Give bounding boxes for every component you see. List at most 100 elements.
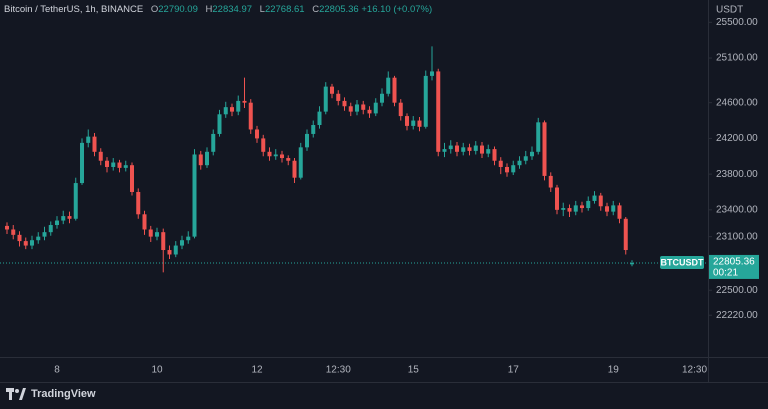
candle-body <box>42 232 47 237</box>
y-tick-label: 25500.00 <box>716 17 758 28</box>
candle-body <box>523 156 528 161</box>
candle-body <box>67 216 72 219</box>
candle-body <box>98 151 103 161</box>
y-tick-label: 22500.00 <box>716 285 758 296</box>
brand-logo <box>6 388 26 400</box>
y-tick-label: 23800.00 <box>716 169 758 180</box>
candle-body <box>392 77 397 103</box>
ohlc-key: C <box>312 4 320 15</box>
candle-body <box>461 147 466 152</box>
candle-body <box>517 160 522 166</box>
candle-body <box>580 205 584 209</box>
brand[interactable]: TradingView <box>6 388 96 400</box>
candle-body <box>255 129 259 139</box>
candle-body <box>398 102 403 117</box>
candle-body <box>317 111 322 126</box>
candle-body <box>236 100 241 112</box>
candle-body <box>486 149 491 154</box>
symbol-title: Bitcoin / TetherUS, 1h, BINANCE <box>4 4 144 15</box>
candle-body <box>430 71 434 76</box>
y-tick-label: 22220.00 <box>716 310 758 321</box>
candle-body <box>230 107 234 112</box>
candle-body <box>142 214 147 230</box>
candle-body <box>267 151 272 157</box>
candle-body <box>148 229 153 237</box>
candle-body <box>111 162 116 167</box>
ohlc-value: 22834.97 <box>212 4 253 15</box>
y-tick-label: 24600.00 <box>716 97 758 108</box>
candle-body <box>386 77 391 94</box>
candle-body <box>192 154 197 237</box>
candle-body <box>373 102 378 114</box>
candle-body <box>80 142 84 184</box>
candle-body <box>505 166 509 173</box>
candle-body <box>280 154 284 159</box>
candle-body <box>548 175 553 188</box>
candle-body <box>248 102 253 130</box>
candle-body <box>223 107 228 115</box>
candle-body <box>411 120 416 126</box>
candle-body <box>592 195 597 201</box>
candle-body <box>598 195 603 207</box>
candle-body <box>292 160 297 178</box>
x-tick-label: 15 <box>408 365 420 376</box>
candle-body <box>342 100 347 107</box>
x-tick-label: 12 <box>251 365 263 376</box>
candle-body <box>36 236 41 241</box>
candle-body <box>511 165 516 173</box>
candle-body <box>161 232 166 251</box>
candle-body <box>423 75 428 127</box>
x-tick-label: 12:30 <box>326 365 351 376</box>
candle-body <box>61 216 66 221</box>
last-price-label: 22805.36 <box>713 257 755 268</box>
candle-body <box>30 240 34 246</box>
candle-body <box>217 114 222 134</box>
symbol-tag-box <box>660 255 704 269</box>
ohlc-key: O <box>150 4 159 15</box>
candle-body <box>117 162 122 168</box>
x-tick-label: 10 <box>151 365 163 376</box>
candle-body <box>355 104 359 112</box>
candle-body <box>198 154 203 166</box>
x-tick-label: 19 <box>608 365 620 376</box>
candle-body <box>417 120 422 127</box>
candle-body <box>530 151 534 157</box>
candle-body <box>473 145 478 151</box>
candle-body <box>86 136 91 143</box>
y-tick-label: 24200.00 <box>716 133 758 144</box>
candle-body <box>586 200 591 209</box>
candle-body <box>23 241 28 246</box>
candle-body <box>480 145 484 154</box>
candle-body <box>442 149 447 152</box>
candle-body <box>130 165 134 192</box>
candle-body <box>311 125 316 134</box>
candle-body <box>361 104 366 110</box>
candle-body <box>298 147 303 178</box>
last-price-box <box>709 254 759 279</box>
ohlc-value: 22805.36 <box>319 4 359 15</box>
candle-body <box>336 93 341 101</box>
ohlc-key: H <box>205 4 213 15</box>
candle-body <box>617 205 622 219</box>
candle-body <box>167 250 172 255</box>
candle-body <box>211 133 216 152</box>
candle-body <box>630 262 634 265</box>
price-axis-unit: USDT <box>716 5 743 16</box>
y-tick-label: 23100.00 <box>716 231 758 242</box>
candle-body <box>173 245 178 255</box>
candle-body <box>55 220 59 226</box>
candle-body <box>623 218 628 251</box>
candle-body <box>17 234 22 242</box>
ohlc-value: 22790.09 <box>158 4 198 15</box>
candle-body <box>48 225 53 233</box>
brand-name: TradingView <box>31 388 96 400</box>
candle-body <box>323 86 328 112</box>
symbol-tag: BTCUSDT <box>661 257 704 267</box>
candle-body <box>155 232 159 237</box>
candle-body <box>330 86 334 94</box>
candle-body <box>555 187 559 210</box>
candle-body <box>455 145 459 152</box>
